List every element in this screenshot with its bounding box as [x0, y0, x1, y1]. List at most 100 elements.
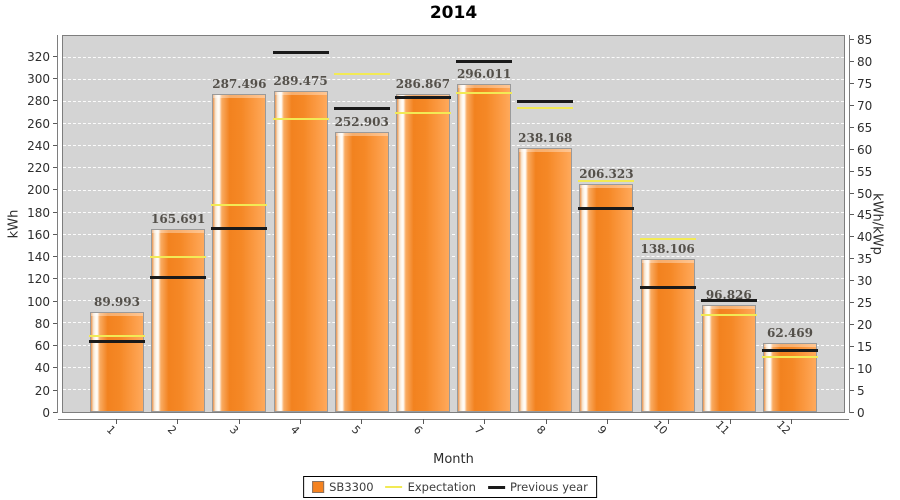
x-tick-label-text: 3 — [226, 423, 241, 438]
y-axis-left-tick — [53, 412, 57, 413]
bar-value-label: 138.106 — [640, 242, 695, 257]
y-axis-left-tick-label: 80 — [34, 316, 50, 331]
gridline — [63, 322, 844, 324]
bar-value-label: 252.903 — [334, 114, 389, 129]
y-axis-right-title: kWh/kWp — [869, 193, 885, 255]
gridline — [63, 388, 844, 390]
gridline — [63, 123, 844, 125]
y-axis-right-tick — [850, 192, 854, 194]
y-axis-right-tick-label: 55 — [857, 164, 873, 179]
y-axis-right-tick — [850, 258, 854, 260]
y-axis-right-tick — [850, 126, 854, 128]
y-axis-right-tick — [850, 82, 854, 84]
previous-year-line — [761, 349, 818, 353]
legend-label-previous-year: Previous year — [509, 480, 588, 494]
x-axis-line — [58, 419, 849, 420]
legend-item-previous-year: Previous year — [487, 480, 588, 494]
expectation-line — [211, 204, 268, 207]
legend-item-expectation: Expectation — [385, 480, 476, 494]
y-axis-left-tick-label: 240 — [27, 138, 50, 153]
x-axis-tick — [422, 419, 424, 424]
y-axis-right-tick-label: 30 — [857, 274, 873, 289]
x-axis-tick — [790, 419, 792, 424]
bar-value-label: 206.323 — [579, 166, 634, 181]
y-axis-right-tick-label: 70 — [857, 98, 873, 113]
y-axis-right-tick — [850, 346, 854, 348]
x-tick-label-text: 1 — [104, 423, 119, 438]
y-axis-right-tick-label: 0 — [857, 406, 865, 420]
y-axis-right-tick — [850, 214, 854, 216]
bar-month-3 — [212, 93, 267, 412]
y-axis-right-tick-label: 25 — [857, 296, 873, 311]
gridline — [63, 189, 844, 191]
previous-year-line — [333, 106, 390, 110]
previous-year-line — [639, 286, 696, 290]
bar-value-label: 286.867 — [395, 77, 451, 92]
bar-month-6 — [395, 94, 450, 412]
previous-year-line — [578, 207, 635, 211]
y-axis-left-tick — [53, 233, 57, 235]
legend-label-sb3300: SB3300 — [329, 480, 374, 494]
legend: SB3300 Expectation Previous year — [303, 476, 597, 498]
y-axis-right-tick-label: 60 — [857, 142, 873, 157]
y-axis-left-title: kWh — [6, 209, 22, 239]
y-axis-left-tick — [53, 167, 57, 169]
bar-month-10 — [640, 259, 695, 412]
expectation-line — [150, 256, 207, 259]
previous-year-line — [150, 276, 207, 280]
legend-item-sb3300: SB3300 — [312, 480, 374, 494]
y-axis-right-line — [849, 35, 850, 413]
y-axis-left-tick-label: 260 — [27, 116, 50, 131]
x-tick-label-text: 5 — [349, 423, 364, 438]
y-axis-left-tick — [53, 389, 57, 391]
y-axis-right-tick — [850, 302, 854, 304]
x-tick-label-text: 8 — [533, 423, 548, 438]
y-axis-left-tick-label: 40 — [34, 361, 50, 376]
expectation-line — [272, 117, 329, 120]
x-axis-tick — [484, 419, 486, 424]
y-axis-left-tick — [53, 322, 57, 324]
bar-month-9 — [579, 183, 634, 412]
y-axis-right-tick — [850, 412, 854, 413]
x-tick-label-text: 2 — [165, 423, 180, 438]
expectation-line — [456, 92, 513, 95]
bar-month-7 — [457, 84, 512, 412]
gridline — [63, 56, 844, 58]
y-axis-right-tick — [850, 324, 854, 326]
x-axis-tick — [606, 419, 608, 424]
expectation-line — [89, 334, 146, 337]
x-axis-tick — [361, 419, 363, 424]
gridline — [63, 167, 844, 169]
y-axis-left-tick-label: 320 — [27, 49, 50, 64]
gridline — [63, 78, 844, 80]
bar-value-label: 289.475 — [273, 74, 328, 89]
y-axis-left-tick-label: 140 — [27, 250, 50, 265]
previous-year-line — [272, 51, 329, 55]
previous-year-line — [700, 299, 757, 303]
y-axis-left-tick — [53, 211, 57, 213]
bar-month-1 — [90, 312, 145, 412]
gridline — [63, 100, 844, 102]
y-axis-left-line — [57, 35, 58, 413]
y-axis-right-tick-label: 10 — [857, 362, 873, 377]
y-axis-right: 0 5 10 15 20 25 30 35 40 45 50 55 60 65 70 75 80 85 — [845, 32, 900, 420]
x-axis-tick — [116, 419, 118, 424]
gridline — [63, 278, 844, 280]
y-axis-left-tick — [53, 256, 57, 258]
bar-value-label: 89.993 — [94, 295, 140, 310]
bar-value-label: 165.691 — [151, 211, 206, 226]
y-axis-left-tick-label: 200 — [27, 183, 50, 198]
y-axis-left: 0 20 40 60 80 100 120 140 160 180 200 220 240 260 280 3… — [0, 35, 62, 420]
expectation-line — [761, 355, 818, 358]
y-axis-left-tick — [53, 345, 57, 347]
y-axis-left-tick-label: 20 — [34, 383, 50, 398]
legend-label-expectation: Expectation — [407, 480, 476, 494]
gridline — [63, 255, 844, 257]
y-axis-right-tick-label: 85 — [857, 32, 873, 47]
previous-year-line — [456, 60, 513, 64]
x-axis-tick — [668, 419, 670, 424]
bar-month-11 — [701, 304, 756, 412]
y-axis-right-tick-label: 40 — [857, 230, 873, 245]
y-axis-right-tick-label: 65 — [857, 120, 873, 135]
